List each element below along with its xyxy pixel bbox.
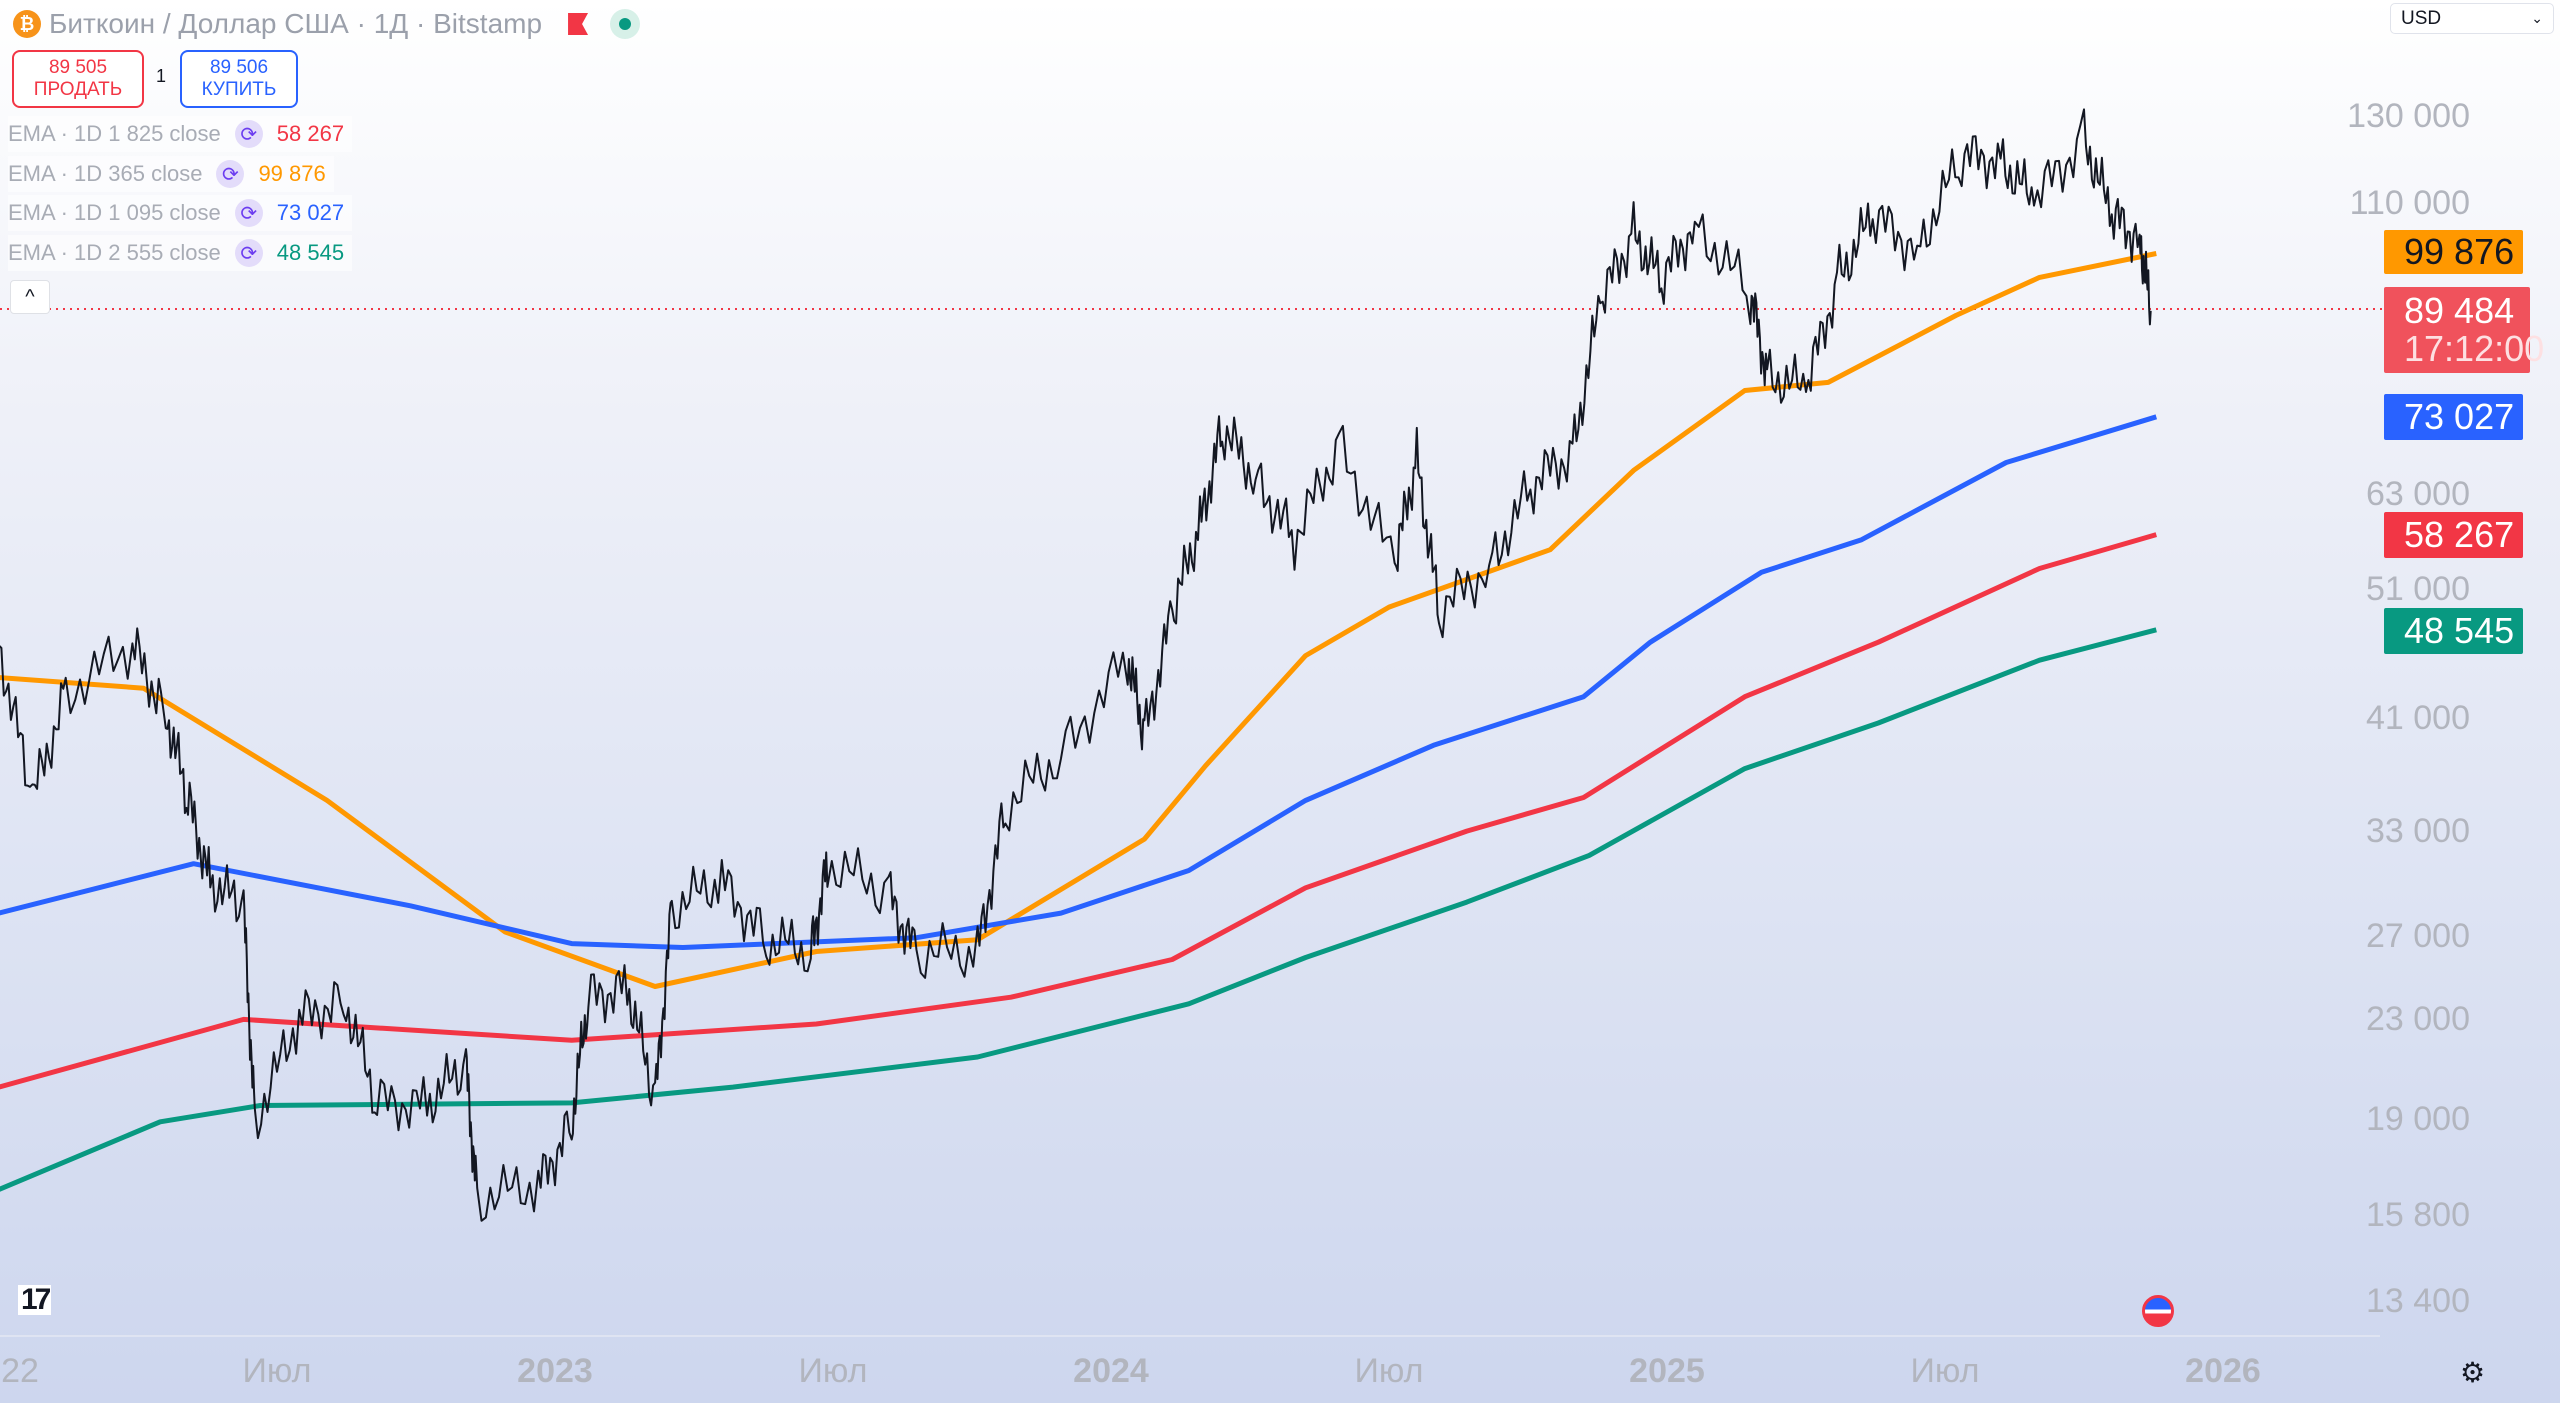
time-tick: Июл	[1910, 1352, 1980, 1390]
price-tick: 130 000	[2347, 97, 2470, 135]
currency-select[interactable]: USD ⌄	[2390, 3, 2554, 34]
chevron-down-icon: ⌄	[2531, 10, 2543, 26]
us-flag-event-icon[interactable]	[2142, 1295, 2174, 1327]
price-tick: 13 400	[2366, 1282, 2470, 1321]
ema365-price-label: 99 876	[2384, 230, 2523, 274]
sync-icon[interactable]: ⟳	[234, 120, 263, 148]
sync-icon[interactable]: ⟳	[216, 160, 245, 188]
price-tick: 23 000	[2366, 1000, 2470, 1039]
time-tick: 22	[1, 1352, 39, 1390]
indicator-label: EMA · 1D 365 close	[8, 161, 203, 186]
price-tick: 27 000	[2366, 916, 2470, 955]
ema1095-price-label: 73 027	[2384, 394, 2523, 440]
ema365-value: 99 876	[2404, 231, 2515, 272]
bitcoin-icon: ₿	[13, 10, 41, 38]
tradingview-logo[interactable]: 17	[18, 1285, 51, 1315]
chevron-up-icon: ^	[25, 285, 35, 308]
indicator-legend-row[interactable]: EMA · 1D 1 095 close ⟳ 73 027	[8, 195, 353, 231]
sync-icon[interactable]: ⟳	[234, 239, 263, 267]
indicator-value: 48 545	[276, 240, 345, 265]
collapse-legend-button[interactable]: ^	[10, 280, 50, 314]
price-tick: 41 000	[2366, 698, 2470, 737]
ema-line-ema1095	[0, 414, 2158, 950]
market-status-icon	[610, 9, 641, 39]
indicator-label: EMA · 1D 1 095 close	[8, 200, 221, 225]
ema-line-ema365	[0, 251, 2157, 989]
time-tick: Июл	[242, 1352, 312, 1390]
symbol-title: Биткоин / Доллар США · 1Д · Bitstamp	[49, 8, 543, 39]
buy-button[interactable]: 89 506 КУПИТЬ	[180, 50, 298, 108]
price-tick: 33 000	[2366, 812, 2470, 851]
time-tick: 2024	[1073, 1352, 1149, 1390]
ema-line-ema2555	[0, 627, 2157, 1192]
time-tick: 2025	[1629, 1352, 1705, 1390]
symbol-header[interactable]: ₿ Биткоин / Доллар США · 1Д · Bitstamp	[13, 8, 641, 40]
price-tick: 63 000	[2366, 474, 2470, 513]
price-series-line	[0, 108, 2152, 1222]
indicator-legend-row[interactable]: EMA · 1D 1 825 close ⟳ 58 267	[8, 116, 353, 152]
indicator-value: 99 876	[258, 161, 326, 186]
buy-label: КУПИТЬ	[201, 79, 277, 100]
price-tick: 15 800	[2366, 1196, 2470, 1235]
time-tick: 2023	[517, 1352, 593, 1390]
indicator-legend-row[interactable]: EMA · 1D 2 555 close ⟳ 48 545	[8, 235, 353, 271]
time-tick: Июл	[1354, 1352, 1424, 1390]
ema2555-value: 48 545	[2404, 610, 2515, 651]
indicator-value: 73 027	[276, 200, 345, 225]
ema2555-price-label: 48 545	[2384, 608, 2523, 654]
flag-icon[interactable]	[568, 13, 589, 35]
quantity: 1	[156, 66, 167, 86]
sync-icon[interactable]: ⟳	[234, 199, 263, 227]
ema1825-price-label: 58 267	[2384, 512, 2523, 558]
price-tick: 19 000	[2366, 1100, 2470, 1139]
bar-countdown: 17:12:00	[2404, 328, 2545, 369]
last-price-value: 89 484	[2404, 290, 2515, 331]
buy-price: 89 506	[209, 57, 269, 78]
currency-value: USD	[2401, 7, 2442, 29]
sell-price: 89 505	[48, 57, 108, 78]
price-tick: 51 000	[2366, 570, 2470, 608]
sell-label: ПРОДАТЬ	[33, 79, 123, 100]
ema-line-ema1825	[0, 532, 2157, 1090]
indicator-label: EMA · 1D 2 555 close	[8, 240, 221, 265]
time-tick: Июл	[798, 1352, 868, 1390]
ema1825-value: 58 267	[2404, 514, 2515, 555]
indicator-value: 58 267	[276, 121, 345, 146]
settings-icon[interactable]: ⚙	[2460, 1357, 2486, 1388]
time-tick: 2026	[2185, 1352, 2261, 1390]
ema1095-value: 73 027	[2404, 396, 2515, 437]
indicator-label: EMA · 1D 1 825 close	[8, 121, 221, 146]
indicator-legend-row[interactable]: EMA · 1D 365 close ⟳ 99 876	[8, 156, 334, 192]
sell-button[interactable]: 89 505 ПРОДАТЬ	[12, 50, 144, 108]
price-tick: 110 000	[2349, 184, 2470, 223]
last-price-label: 89 484 17:12:00	[2384, 287, 2545, 373]
